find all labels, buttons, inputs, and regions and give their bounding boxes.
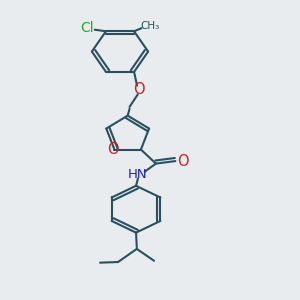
Text: O: O: [133, 82, 144, 98]
Text: Cl: Cl: [80, 21, 94, 35]
Text: O: O: [107, 142, 118, 157]
Text: CH₃: CH₃: [140, 21, 159, 31]
Text: HN: HN: [128, 168, 148, 181]
Text: O: O: [177, 154, 189, 169]
